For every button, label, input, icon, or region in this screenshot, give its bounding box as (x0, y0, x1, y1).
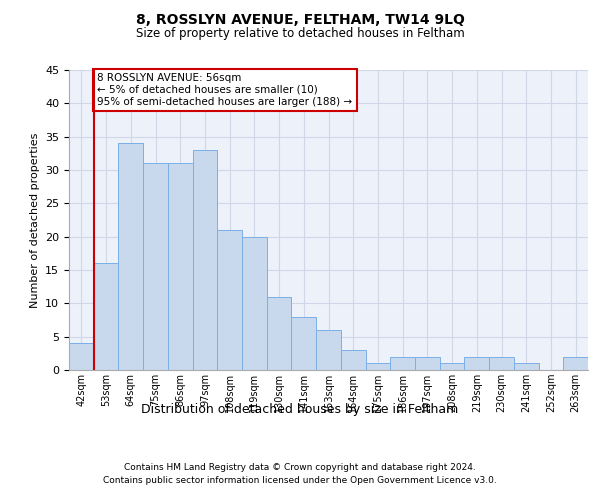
Bar (168, 164, 193, 370)
Text: 8, ROSSLYN AVENUE, FELTHAM, TW14 9LQ: 8, ROSSLYN AVENUE, FELTHAM, TW14 9LQ (136, 12, 464, 26)
Bar (563, 356, 588, 370)
Bar (464, 356, 489, 370)
Text: Size of property relative to detached houses in Feltham: Size of property relative to detached ho… (136, 28, 464, 40)
Bar (440, 364, 464, 370)
Bar (193, 150, 217, 370)
Bar (415, 356, 440, 370)
Y-axis label: Number of detached properties: Number of detached properties (29, 132, 40, 308)
Bar (69, 344, 94, 370)
Bar (292, 316, 316, 370)
Text: Contains HM Land Registry data © Crown copyright and database right 2024.: Contains HM Land Registry data © Crown c… (124, 462, 476, 471)
Bar (267, 296, 292, 370)
Bar (94, 264, 118, 370)
Bar (316, 330, 341, 370)
Bar (118, 144, 143, 370)
Bar (143, 164, 168, 370)
Text: Distribution of detached houses by size in Feltham: Distribution of detached houses by size … (142, 402, 458, 415)
Bar (242, 236, 267, 370)
Text: Contains public sector information licensed under the Open Government Licence v3: Contains public sector information licen… (103, 476, 497, 485)
Bar (365, 364, 390, 370)
Bar (514, 364, 539, 370)
Bar (489, 356, 514, 370)
Bar (390, 356, 415, 370)
Bar (217, 230, 242, 370)
Bar (341, 350, 365, 370)
Text: 8 ROSSLYN AVENUE: 56sqm
← 5% of detached houses are smaller (10)
95% of semi-det: 8 ROSSLYN AVENUE: 56sqm ← 5% of detached… (97, 74, 353, 106)
